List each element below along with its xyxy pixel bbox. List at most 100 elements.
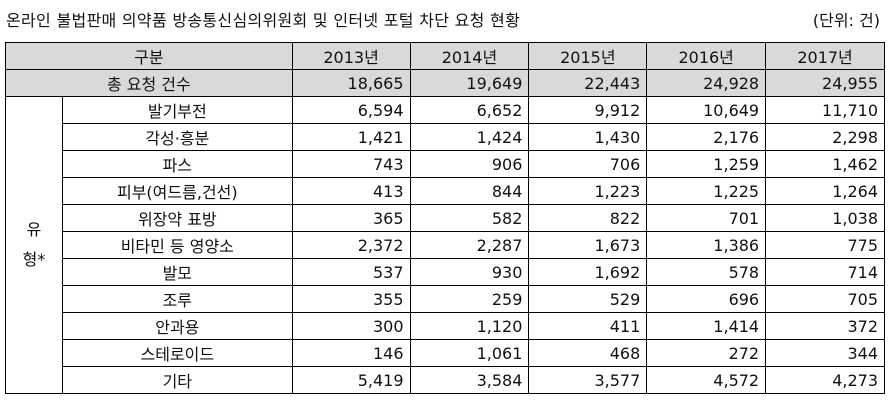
- cell: 2,298: [765, 123, 885, 151]
- cell: 468: [528, 339, 648, 367]
- cell: 1,264: [765, 177, 885, 205]
- cell: 1,259: [646, 150, 767, 178]
- cell: 1,223: [528, 177, 648, 205]
- cell: 4,572: [646, 366, 767, 394]
- cell: 6,594: [291, 96, 411, 124]
- cell: 1,414: [646, 312, 767, 340]
- cell: 822: [528, 204, 648, 232]
- data-row: 각성·흥분 1,421 1,424 1,430 2,176 2,298: [6, 123, 885, 151]
- cell: 355: [291, 285, 411, 313]
- row-label: 기타: [61, 366, 293, 394]
- cell: 1,424: [409, 123, 530, 151]
- cell: 259: [409, 285, 530, 313]
- cell: 411: [528, 312, 648, 340]
- cell: 365: [291, 204, 411, 232]
- header: 온라인 불법판매 의약품 방송통신심의위원회 및 인터넷 포털 차단 요청 현황…: [6, 3, 884, 31]
- cell: 1,692: [528, 258, 648, 286]
- group-label-line: 형*: [22, 250, 46, 269]
- cell: 1,462: [765, 150, 885, 178]
- data-row: 조루 355 259 529 696 705: [6, 285, 885, 313]
- cell: 2,372: [291, 231, 411, 259]
- header-cell: 2017년: [765, 42, 885, 70]
- table-body: 구분 2013년 2014년 2015년 2016년 2017년 총 요청 건수 18,665…: [5, 42, 885, 394]
- data-row: 안과용 300 1,120 411 1,414 372: [6, 312, 885, 340]
- cell: 705: [765, 285, 885, 313]
- row-label: 각성·흥분: [61, 123, 293, 151]
- cell: 10,649: [646, 96, 767, 124]
- header-cell: 2016년: [646, 42, 767, 70]
- cell: 578: [646, 258, 767, 286]
- cell: 4,273: [765, 366, 885, 394]
- cell: 701: [646, 204, 767, 232]
- cell: 1,673: [528, 231, 648, 259]
- cell: 582: [409, 204, 530, 232]
- cell: 3,584: [409, 366, 530, 394]
- cell: 906: [409, 150, 530, 178]
- cell: 714: [765, 258, 885, 286]
- data-row: 비타민 등 영양소 2,372 2,287 1,673 1,386 775: [6, 231, 885, 259]
- cell: 775: [765, 231, 885, 259]
- cell: 1,421: [291, 123, 411, 151]
- table: 구분 2013년 2014년 2015년 2016년 2017년 총 요청 건수 18,665…: [5, 42, 885, 394]
- cell: 6,652: [409, 96, 530, 124]
- group-label-line: 유: [26, 220, 42, 239]
- cell: 3,577: [528, 366, 648, 394]
- cell: 24,928: [646, 69, 767, 97]
- cell: 24,955: [765, 69, 885, 97]
- header-cell: 구분: [5, 42, 293, 70]
- data-row: 위장약 표방 365 582 822 701 1,038: [6, 204, 885, 232]
- cell: 844: [409, 177, 530, 205]
- cell: 706: [528, 150, 648, 178]
- cell: 2,176: [646, 123, 767, 151]
- cell: 300: [291, 312, 411, 340]
- unit: (단위: 건): [812, 11, 880, 30]
- cell: 1,225: [646, 177, 767, 205]
- cell: 18,665: [291, 69, 411, 97]
- cell: 743: [291, 150, 411, 178]
- title: 온라인 불법판매 의약품 방송통신심의위원회 및 인터넷 포털 차단 요청 현황: [6, 11, 521, 30]
- data-row: 기타 5,419 3,584 3,577 4,572 4,273: [6, 366, 885, 394]
- cell: 5,419: [291, 366, 411, 394]
- data-row: 발모 537 930 1,692 578 714: [6, 258, 885, 286]
- row-label: 총 요청 건수: [5, 69, 293, 97]
- cell: 1,386: [646, 231, 767, 259]
- header-cell: 2013년: [291, 42, 411, 70]
- cell: 11,710: [765, 96, 885, 124]
- header-cell: 2015년: [528, 42, 648, 70]
- cell: 1,061: [409, 339, 530, 367]
- cell: 2,287: [409, 231, 530, 259]
- header-cell: 2014년: [409, 42, 530, 70]
- row-label: 안과용: [61, 312, 293, 340]
- cell: 1,038: [765, 204, 885, 232]
- cell: 19,649: [409, 69, 530, 97]
- row-label: 피부(여드름,건선): [61, 177, 293, 205]
- header-row: 구분 2013년 2014년 2015년 2016년 2017년: [5, 42, 885, 70]
- data-row: 파스 743 906 706 1,259 1,462: [6, 150, 885, 178]
- total-row: 총 요청 건수 18,665 19,649 22,443 24,928 24,955: [5, 69, 885, 97]
- cell: 1,120: [409, 312, 530, 340]
- row-label: 파스: [61, 150, 293, 178]
- cell: 1,430: [528, 123, 648, 151]
- cell: 930: [409, 258, 530, 286]
- row-label: 조루: [61, 285, 293, 313]
- cell: 537: [291, 258, 411, 286]
- cell: 413: [291, 177, 411, 205]
- data-row: 스테로이드 146 1,061 468 272 344: [6, 339, 885, 367]
- row-label: 스테로이드: [61, 339, 293, 367]
- cell: 344: [765, 339, 885, 367]
- row-label: 비타민 등 영양소: [61, 231, 293, 259]
- cell: 22,443: [528, 69, 648, 97]
- cell: 529: [528, 285, 648, 313]
- cell: 146: [291, 339, 411, 367]
- data-row: 유 형* 발기부전 6,594 6,652 9,912 10,649 11,710: [5, 96, 885, 394]
- cell: 9,912: [528, 96, 648, 124]
- cell: 272: [646, 339, 767, 367]
- row-label: 위장약 표방: [61, 204, 293, 232]
- data-row: 피부(여드름,건선) 413 844 1,223 1,225 1,264: [6, 177, 885, 205]
- row-label: 발모: [61, 258, 293, 286]
- cell: 696: [646, 285, 767, 313]
- cell: 372: [765, 312, 885, 340]
- row-label: 발기부전: [61, 96, 293, 124]
